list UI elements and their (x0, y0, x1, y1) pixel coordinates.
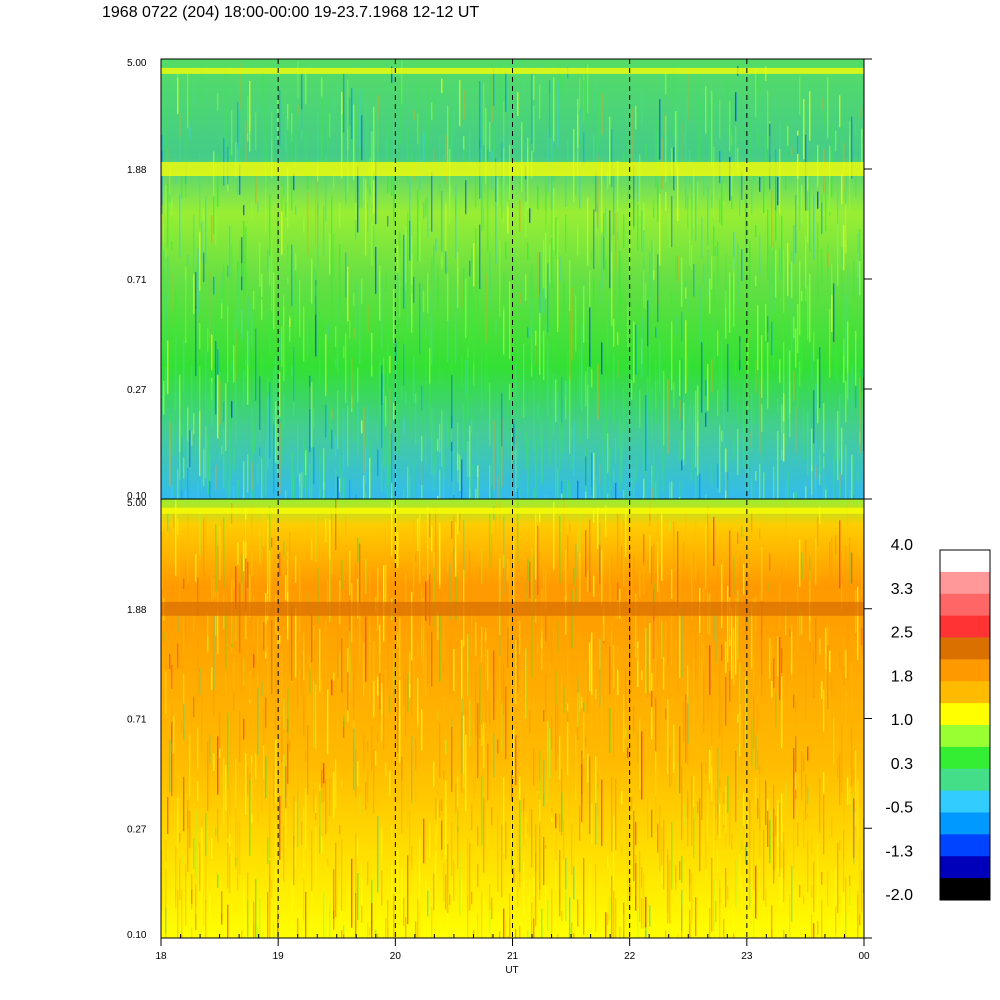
colorbar-swatch (940, 725, 990, 748)
colorbar-label: 1.8 (891, 668, 913, 685)
colorbar-swatch (940, 681, 990, 704)
colorbar-swatch (940, 703, 990, 726)
chart-title: 1968 0722 (204) 18:00-00:00 19-23.7.1968… (102, 4, 480, 21)
y-tick-label: 5.00 (127, 498, 147, 509)
y-tick-label: 0.10 (127, 930, 147, 941)
colorbar-swatch (940, 615, 990, 639)
colorbar-swatch (940, 593, 990, 617)
colorbar-swatch (940, 659, 990, 682)
y-tick-label: 1.88 (127, 605, 147, 616)
colorbar: 4.0 3.3 2.5 1.8 1.0 0.3 -0.5 -1.3 -2.0 (885, 537, 991, 904)
y-tick-label: 0.27 (127, 824, 147, 835)
y-tick-label: 0.27 (127, 385, 147, 396)
colorbar-swatch (940, 790, 990, 814)
colorbar-label: -1.3 (885, 843, 913, 860)
colorbar-label: 4.0 (891, 537, 913, 554)
colorbar-label: 1.0 (891, 712, 913, 729)
colorbar-swatch (940, 746, 990, 770)
x-tick-label: 19 (273, 951, 285, 962)
x-tick-label: 23 (741, 951, 753, 962)
colorbar-frame (939, 549, 991, 901)
x-tick-label: 21 (507, 951, 519, 962)
y-tick-label: 0.71 (127, 275, 147, 286)
colorbar-label: -0.5 (885, 800, 913, 817)
y-tick-label: 0.71 (127, 715, 147, 726)
colorbar-label: 3.3 (891, 581, 913, 598)
spectrogram-texture (161, 499, 865, 938)
x-tick-label: 22 (624, 951, 636, 962)
y-tick-label: 1.88 (127, 165, 147, 176)
colorbar-swatch (940, 856, 990, 879)
colorbar-swatch (940, 878, 990, 901)
colorbar-swatch (940, 768, 990, 792)
colorbar-label: -2.0 (885, 887, 913, 904)
colorbar-swatch (940, 812, 990, 835)
colorbar-swatch (940, 571, 990, 595)
y-tick-label: 5.00 (127, 58, 147, 69)
x-axis-label: UT (505, 965, 518, 976)
x-tick-label: 20 (390, 951, 402, 962)
x-axis-ticks: 18 19 20 21 22 23 00 (155, 934, 870, 962)
y-tick-label: 0.10 (127, 491, 147, 502)
dashed-gridlines (277, 59, 748, 938)
colorbar-swatch (940, 637, 990, 660)
colorbar-swatch (940, 550, 990, 573)
colorbar-label: 2.5 (891, 625, 913, 642)
y-axis-ticks: 5.001.880.710.270.105.001.880.710.270.10 (127, 58, 872, 941)
x-tick-label: 00 (858, 951, 870, 962)
colorbar-label: 0.3 (891, 756, 913, 773)
x-tick-label: 18 (155, 951, 167, 962)
colorbar-swatch (940, 834, 990, 857)
